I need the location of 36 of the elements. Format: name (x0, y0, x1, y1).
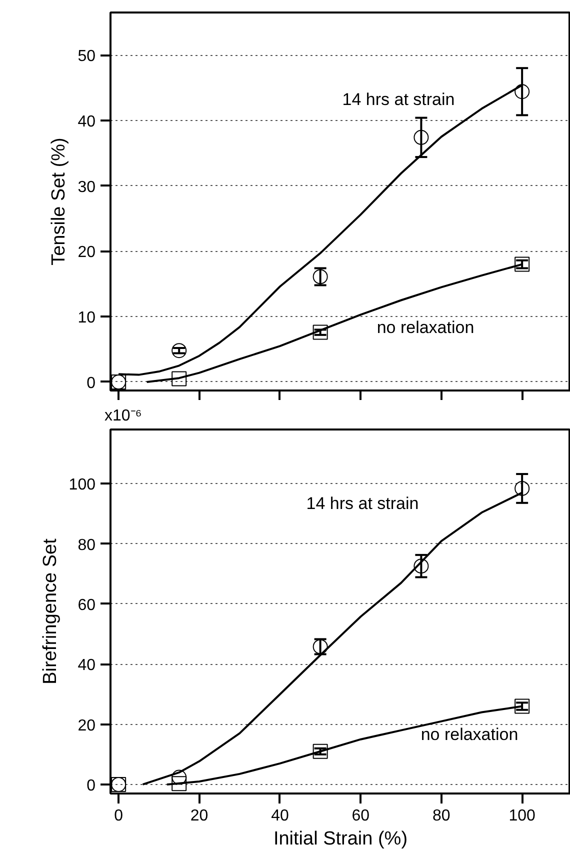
point (414, 558, 429, 574)
y-tick-label: 30 (78, 178, 96, 196)
annotation: 14 hrs at strain (306, 494, 419, 513)
y-tick-label: 20 (78, 717, 96, 734)
y-tick-label: 0 (86, 375, 96, 392)
x-tick-label: 40 (271, 808, 289, 824)
point (312, 324, 328, 340)
point (514, 698, 530, 714)
annotation: 14 hrs at strain (342, 90, 455, 109)
y-tick-label: 40 (78, 113, 96, 130)
y-axis-title: Tensile Set (%) (48, 138, 70, 266)
y-axis-title: Birefringence Set (40, 538, 61, 684)
y-tick-label: 50 (78, 48, 96, 66)
point (312, 744, 328, 759)
y-tick-label: 80 (78, 536, 96, 554)
x-tick-label: 80 (432, 808, 450, 824)
point (172, 776, 187, 792)
text: x10⁻⁶ (104, 408, 142, 424)
annotation: no relaxation (420, 725, 518, 744)
y-tick-label: 0 (86, 777, 96, 794)
y-tick-label: 10 (78, 310, 96, 327)
y-tick-label: 60 (78, 596, 96, 614)
point (514, 480, 530, 496)
x-tick-label: 0 (114, 808, 124, 824)
x-tick-label: 100 (508, 808, 536, 824)
annotation: no relaxation (376, 318, 474, 337)
y-tick-label: 100 (68, 476, 96, 494)
point (514, 84, 530, 100)
x-tick-label: 20 (190, 808, 208, 824)
point (172, 371, 187, 386)
x-tick-label: 60 (352, 808, 370, 824)
y-tick-label: 40 (78, 657, 96, 674)
point (172, 343, 187, 358)
y-tick-label: 20 (78, 244, 96, 262)
point (414, 130, 429, 145)
x-axis-title: Initial Strain (%) (273, 828, 408, 850)
